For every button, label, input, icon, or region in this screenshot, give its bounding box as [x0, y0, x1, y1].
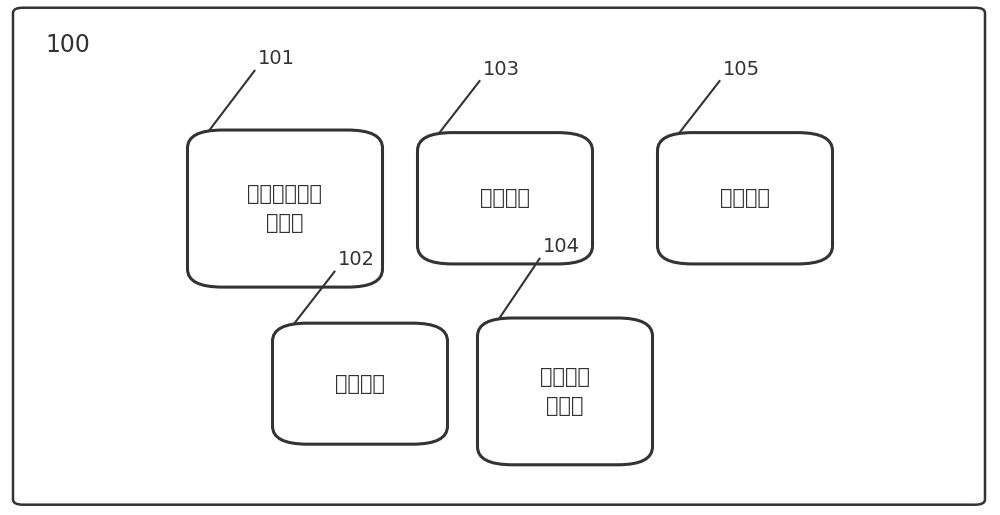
FancyBboxPatch shape	[478, 318, 652, 465]
Text: 102: 102	[337, 250, 374, 269]
FancyBboxPatch shape	[658, 133, 832, 264]
Text: 105: 105	[722, 60, 760, 79]
FancyBboxPatch shape	[13, 8, 985, 505]
FancyBboxPatch shape	[272, 323, 447, 444]
Text: 101: 101	[257, 49, 294, 68]
Text: 油泵检查: 油泵检查	[480, 188, 530, 208]
Text: 103: 103	[482, 60, 520, 79]
Text: 测量工具的数
据校验: 测量工具的数 据校验	[248, 184, 322, 233]
Text: 油流传感
器检查: 油流传感 器检查	[540, 367, 590, 416]
Text: 油温检查: 油温检查	[335, 374, 385, 393]
FancyBboxPatch shape	[187, 130, 382, 287]
FancyBboxPatch shape	[418, 133, 592, 264]
Text: 104: 104	[542, 237, 580, 256]
Text: 风扇检查: 风扇检查	[720, 188, 770, 208]
Text: 100: 100	[45, 33, 90, 58]
